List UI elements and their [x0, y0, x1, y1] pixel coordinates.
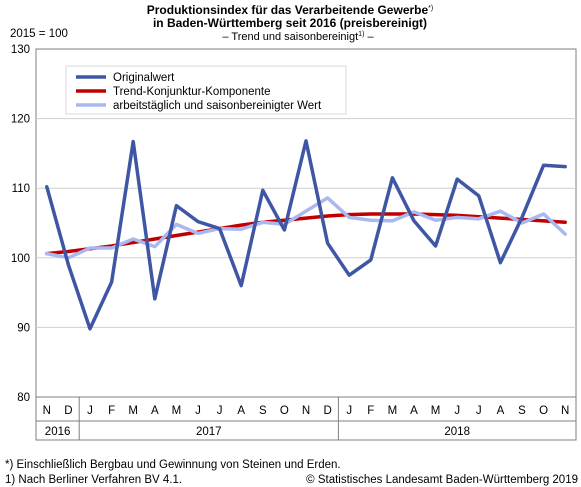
series-lines — [45, 139, 567, 331]
y-tick-120: 120 — [11, 114, 30, 126]
chart-title-line2: in Baden-Württemberg seit 2016 (preisber… — [153, 16, 427, 30]
x-tick-5: A — [151, 405, 159, 417]
chart-subtitle: – Trend und saisonbereinigt1) – — [222, 31, 374, 43]
series-line-2 — [45, 196, 567, 260]
year-label-2018: 2018 — [444, 426, 470, 438]
x-tick-20: J — [476, 405, 482, 417]
legend-box — [65, 65, 347, 115]
year-labels: 2016 2017 2018 — [45, 397, 470, 440]
x-tick-10: S — [259, 405, 267, 417]
x-tick-14: J — [346, 405, 352, 417]
y-tick-130: 130 — [11, 44, 30, 56]
year-label-2017: 2017 — [196, 426, 222, 438]
gridlines — [36, 118, 576, 328]
x-tick-11: O — [280, 405, 289, 417]
legend-item-trend: Trend-Konjunktur-Komponente — [76, 86, 270, 98]
x-tick-3: F — [108, 405, 115, 417]
y-tick-100: 100 — [11, 253, 30, 265]
legend-item-saisonbereinigt: arbeitstäglich und saisonbereinigter Wer… — [76, 100, 322, 112]
series-line-1 — [45, 212, 567, 256]
legend-item-originalwert: Originalwert — [76, 72, 175, 84]
y-tick-110: 110 — [12, 183, 30, 195]
y-tick-labels: 80 90 100 110 120 130 — [11, 44, 30, 404]
x-tick-17: A — [410, 405, 418, 417]
x-tick-19: J — [454, 405, 460, 417]
x-tick-2: J — [87, 405, 93, 417]
x-tick-13: D — [323, 405, 331, 417]
x-tick-9: A — [237, 405, 245, 417]
y-tick-90: 90 — [17, 322, 30, 334]
legend-label-saisonbereinigt: arbeitstäglich und saisonbereinigter Wer… — [113, 100, 322, 112]
x-tick-6: M — [172, 405, 182, 417]
y-axis-label: 2015 = 100 — [10, 28, 68, 40]
series-line-0 — [45, 139, 567, 331]
y-tick-80: 80 — [17, 392, 30, 404]
footnote-2: 1) Nach Berliner Verfahren BV 4.1. — [5, 474, 182, 486]
x-tick-15: F — [367, 405, 374, 417]
x-tick-23: O — [539, 405, 548, 417]
x-tick-22: S — [518, 405, 526, 417]
x-tick-24: N — [561, 405, 569, 417]
footnote-1: *) Einschließlich Bergbau und Gewinnung … — [5, 459, 341, 471]
x-tick-21: A — [497, 405, 505, 417]
legend-label-originalwert: Originalwert — [113, 72, 175, 84]
x-tick-8: J — [217, 405, 223, 417]
copyright: © Statistisches Landesamt Baden-Württemb… — [306, 474, 578, 486]
legend-label-trend: Trend-Konjunktur-Komponente — [113, 86, 270, 98]
x-tick-4: M — [128, 405, 138, 417]
x-tick-0: N — [43, 405, 51, 417]
x-tick-16: M — [388, 405, 398, 417]
x-tick-7: J — [195, 405, 201, 417]
x-tick-18: M — [431, 405, 441, 417]
x-tick-12: N — [302, 405, 310, 417]
year-label-2016: 2016 — [45, 426, 71, 438]
chart-title-line1: Produktionsindex für das Verarbeitende G… — [147, 3, 433, 17]
x-tick-1: D — [64, 405, 72, 417]
x-axis-table — [35, 396, 577, 441]
